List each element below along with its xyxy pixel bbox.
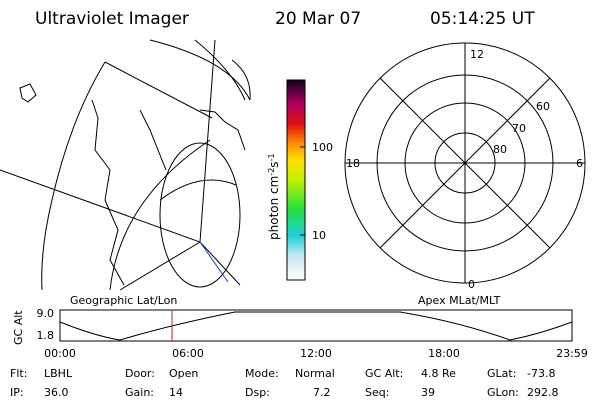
field-label: Door: [125,367,155,380]
unit-exp: -1 [267,153,276,161]
field-label: GLat: [487,367,516,380]
polar-grid [344,42,586,284]
date: 20 Mar 07 [275,9,361,29]
polar-label: 70 [512,122,526,135]
polar-label: 80 [493,143,507,156]
field-label: Seq: [365,386,389,399]
unit-exp: -2 [267,168,276,176]
field-value: -73.8 [527,367,555,380]
field-value: 39 [421,386,435,399]
field-value: Normal [295,367,335,380]
field-label: Dsp: [245,386,270,399]
colorbar-tick-label: 100 [312,141,333,154]
altitude-curve [59,311,573,341]
x-tick-label: 23:59 [556,347,588,360]
polar-label: 12 [470,48,484,61]
field-value: LBHL [44,367,73,380]
field-value: 292.8 [527,386,559,399]
field-label: GC Alt: [365,367,403,380]
field-value: 7.2 [313,386,331,399]
field-label: Mode: [245,367,279,380]
field-label: Gain: [125,386,154,399]
colorbar [286,79,306,281]
colorbar-unit: photon cm-2s-1 [267,153,281,240]
y-tick-label: 1.8 [37,329,55,342]
polar-label: 60 [536,100,550,113]
x-tick-label: 06:00 [172,347,204,360]
field-value: 14 [169,386,183,399]
x-tick-label: 18:00 [428,347,460,360]
polar-label: 6 [576,157,583,170]
polar-label: 0 [468,278,475,291]
field-label: IP: [10,386,24,399]
y-axis-label: GC Alt [12,310,25,345]
footer: Flt: LBHL Door: Open Mode: Normal GC Alt: 4.8 R… [10,367,559,399]
colorbar-tick-label: 10 [312,229,326,242]
panel-title: Geographic Lat/Lon [70,294,177,307]
field-value: Open [169,367,198,380]
unit-base: photon cm [267,176,281,240]
altitude-box [59,309,573,342]
instrument: Ultraviolet Imager [35,9,189,29]
field-value: 4.8 Re [421,367,456,380]
polar-label: 18 [346,157,360,170]
time: 05:14:25 UT [430,9,535,29]
map-panel [0,39,251,291]
x-ticks: 00:00 06:00 12:00 18:00 23:59 [44,347,588,360]
field-label: Flt: [10,367,27,380]
panel-title: Apex MLat/MLT [418,294,501,307]
x-tick-label: 00:00 [44,347,76,360]
y-tick-label: 9.0 [37,307,55,320]
unit-mid: s [267,161,281,167]
field-value: 36.0 [44,386,69,399]
field-label: GLon: [487,386,519,399]
x-tick-label: 12:00 [300,347,332,360]
